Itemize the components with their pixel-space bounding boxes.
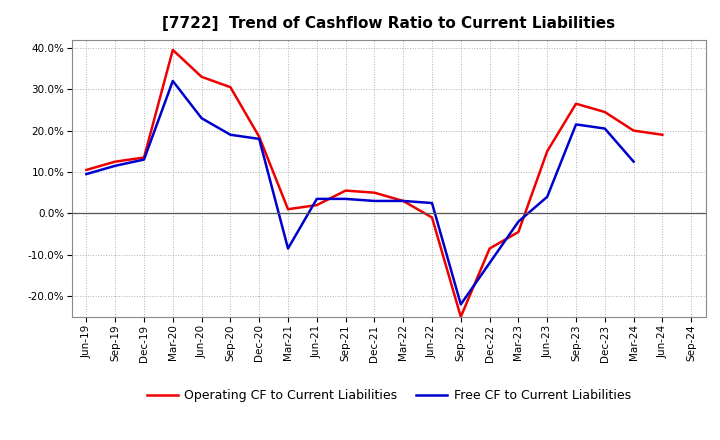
Free CF to Current Liabilities [82,172,91,177]
Free CF to Current Liabilities [485,260,494,266]
Free CF to Current Liabilities [140,157,148,162]
Free CF to Current Liabilities [255,136,264,142]
Operating CF to Current Liabilities [341,188,350,193]
Free CF to Current Liabilities [341,196,350,202]
Operating CF to Current Liabilities [255,134,264,139]
Free CF to Current Liabilities [572,122,580,127]
Operating CF to Current Liabilities [140,155,148,160]
Free CF to Current Liabilities [284,246,292,251]
Free CF to Current Liabilities [197,116,206,121]
Legend: Operating CF to Current Liabilities, Free CF to Current Liabilities: Operating CF to Current Liabilities, Fre… [142,384,636,407]
Operating CF to Current Liabilities [543,149,552,154]
Operating CF to Current Liabilities [312,202,321,208]
Operating CF to Current Liabilities [399,198,408,204]
Operating CF to Current Liabilities [514,229,523,235]
Line: Operating CF to Current Liabilities: Operating CF to Current Liabilities [86,50,662,317]
Operating CF to Current Liabilities [456,314,465,319]
Free CF to Current Liabilities [629,159,638,164]
Operating CF to Current Liabilities [485,246,494,251]
Free CF to Current Liabilities [543,194,552,199]
Free CF to Current Liabilities [168,78,177,84]
Operating CF to Current Liabilities [197,74,206,80]
Operating CF to Current Liabilities [82,167,91,172]
Free CF to Current Liabilities [370,198,379,204]
Operating CF to Current Liabilities [600,110,609,115]
Operating CF to Current Liabilities [111,159,120,164]
Free CF to Current Liabilities [514,219,523,224]
Free CF to Current Liabilities [312,196,321,202]
Operating CF to Current Liabilities [226,84,235,90]
Free CF to Current Liabilities [399,198,408,204]
Free CF to Current Liabilities [226,132,235,137]
Operating CF to Current Liabilities [428,215,436,220]
Operating CF to Current Liabilities [629,128,638,133]
Operating CF to Current Liabilities [284,207,292,212]
Operating CF to Current Liabilities [572,101,580,106]
Title: [7722]  Trend of Cashflow Ratio to Current Liabilities: [7722] Trend of Cashflow Ratio to Curren… [162,16,616,32]
Free CF to Current Liabilities [600,126,609,131]
Operating CF to Current Liabilities [370,190,379,195]
Operating CF to Current Liabilities [168,48,177,53]
Line: Free CF to Current Liabilities: Free CF to Current Liabilities [86,81,634,304]
Free CF to Current Liabilities [111,163,120,169]
Free CF to Current Liabilities [456,302,465,307]
Free CF to Current Liabilities [428,200,436,205]
Operating CF to Current Liabilities [658,132,667,137]
